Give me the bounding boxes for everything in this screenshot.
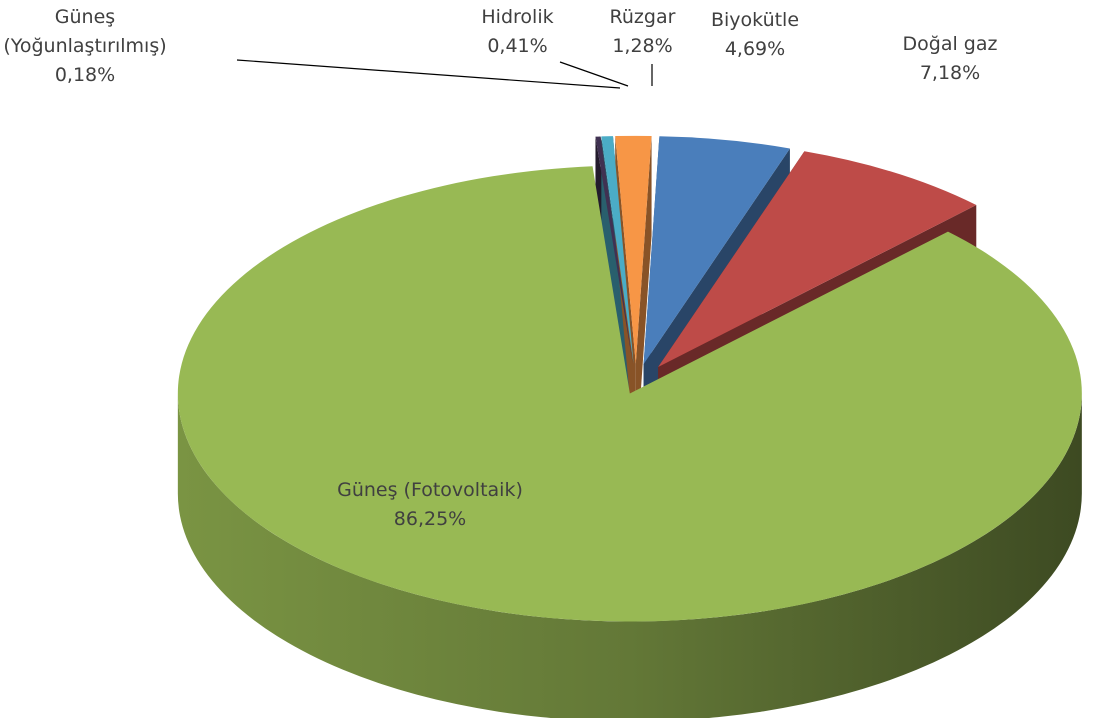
data-label: Hidrolik 0,41% (455, 3, 580, 61)
slice (615, 135, 652, 364)
data-label: Rüzgar 1,28% (590, 3, 695, 61)
slice (595, 136, 633, 364)
label-name: Hidrolik (481, 6, 554, 28)
data-label: Güneş (Fotovoltaik) 86,25% (280, 476, 580, 534)
label-name: Güneş (Fotovoltaik) (337, 479, 523, 501)
label-value: 0,18% (54, 64, 116, 86)
label-value: 7,18% (919, 62, 981, 84)
label-value: 1,28% (612, 35, 673, 57)
slice (643, 136, 790, 365)
label-value: 86,25% (393, 508, 467, 530)
slice (601, 136, 634, 364)
slice-side (177, 393, 1082, 718)
data-label: Güneş (Yoğunlaştırılmış) 0,18% (0, 3, 190, 90)
label-value: 0,41% (487, 35, 548, 57)
label-value: 4,69% (724, 38, 786, 60)
label-name: Doğal gaz (902, 33, 998, 55)
label-name: Güneş (Yoğunlaştırılmış) (3, 6, 167, 57)
data-label: Doğal gaz 7,18% (880, 30, 1020, 88)
slice (177, 166, 1082, 622)
data-label: Biyokütle 4,69% (690, 6, 820, 64)
label-name: Rüzgar (609, 6, 676, 28)
slice (658, 151, 977, 367)
leader-line (236, 59, 621, 89)
leader-line (559, 61, 629, 87)
label-name: Biyokütle (710, 9, 800, 31)
slice-face (635, 135, 652, 464)
